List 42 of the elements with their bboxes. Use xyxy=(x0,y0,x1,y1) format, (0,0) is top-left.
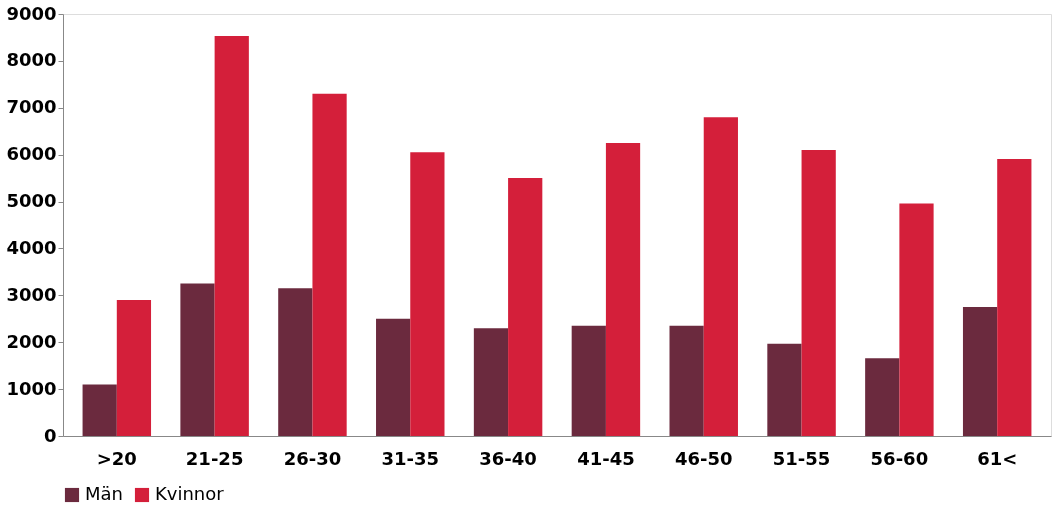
x-tick-label: 61< xyxy=(977,447,1018,469)
bar xyxy=(82,384,117,436)
bar xyxy=(571,325,606,436)
bar xyxy=(278,288,313,436)
bar xyxy=(508,178,543,436)
bar xyxy=(116,300,152,436)
y-tick-label: 1000 xyxy=(6,377,57,399)
bar xyxy=(962,307,998,436)
bar xyxy=(801,149,836,436)
x-tick-label: 21-25 xyxy=(185,447,244,469)
y-tick-label: 0 xyxy=(43,424,57,446)
x-tick-label: 41-45 xyxy=(577,447,635,469)
y-tick-label: 8000 xyxy=(6,49,57,71)
bar xyxy=(865,358,900,436)
legend-label: Kvinnor xyxy=(155,483,225,504)
x-tick-label: 31-35 xyxy=(381,447,440,469)
bar xyxy=(605,142,641,436)
y-tick-label: 6000 xyxy=(6,143,57,165)
bar xyxy=(767,343,802,436)
bar xyxy=(899,203,934,436)
x-tick-label: 26-30 xyxy=(283,447,342,469)
y-tick-label: 7000 xyxy=(6,96,57,118)
x-tick-label: 56-60 xyxy=(870,447,929,469)
y-tick-label: 4000 xyxy=(6,236,57,258)
x-tick-label: >20 xyxy=(96,447,137,469)
x-tick-label: 46-50 xyxy=(674,447,733,469)
y-tick-label: 2000 xyxy=(6,330,57,352)
y-tick-label: 9000 xyxy=(6,2,57,24)
x-tick-label: 51-55 xyxy=(772,447,831,469)
bar xyxy=(669,325,704,436)
y-tick-label: 5000 xyxy=(6,190,57,212)
bar xyxy=(312,93,347,436)
y-tick-label: 3000 xyxy=(6,283,57,305)
bar xyxy=(214,36,249,436)
bar xyxy=(410,152,445,436)
legend-label: Män xyxy=(85,483,123,504)
bar xyxy=(180,283,215,436)
bar xyxy=(997,158,1032,436)
bar xyxy=(473,328,509,436)
bar xyxy=(703,117,738,436)
x-tick-label: 36-40 xyxy=(479,447,537,469)
bar xyxy=(376,318,411,436)
